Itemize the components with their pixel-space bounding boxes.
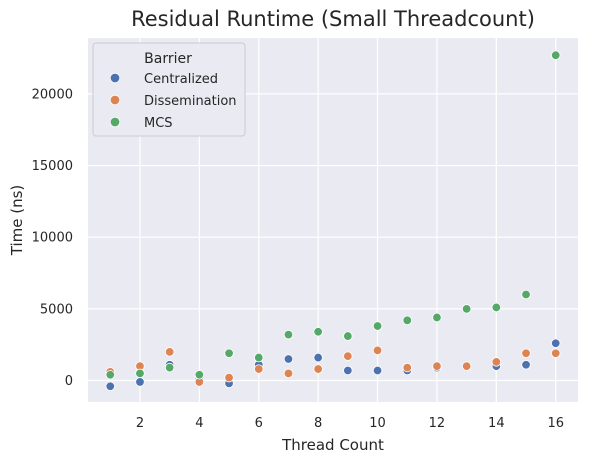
data-point [164,347,175,357]
x-tick-label: 16 [547,416,564,431]
data-point [313,364,323,374]
data-point [551,348,561,358]
data-point [135,368,145,379]
legend-marker [109,94,121,106]
data-point [551,50,561,60]
data-point [283,329,294,340]
data-point [402,362,412,373]
legend-title: Barrier [144,51,192,67]
x-tick-label: 4 [195,416,203,431]
legend-label: MCS [144,116,173,131]
data-point [521,289,531,300]
data-point [402,315,412,326]
data-point [135,377,145,387]
data-point [372,321,383,331]
data-point [491,357,502,367]
legend-label: Dissemination [144,94,237,109]
legend-label: Centralized [144,72,218,87]
y-tick-label: 20000 [32,87,73,102]
legend-marker [109,116,121,128]
data-point [194,370,205,380]
legend-marker [109,72,121,84]
legend-box [92,42,246,137]
data-point [461,361,472,371]
data-point [254,364,264,374]
x-tick-label: 14 [488,416,505,431]
data-point [343,331,353,341]
data-point [105,370,115,380]
data-point [432,361,442,371]
legend: Barrier Centralized Dissemination MCS [92,42,246,137]
data-point [224,348,234,358]
data-point [372,345,383,356]
data-point [313,327,323,337]
x-tick-label: 8 [314,416,322,431]
data-point [551,338,561,348]
data-point [491,302,502,313]
data-point [313,352,323,363]
chart-title: Residual Runtime (Small Threadcount) [131,7,535,31]
data-point [432,312,442,323]
x-tick-label: 2 [136,416,144,431]
y-tick-labels: 0 5000 10000 15000 20000 [32,87,73,389]
x-tick-label: 10 [369,416,386,431]
data-point [521,348,531,358]
series-dissemination [105,345,561,387]
legend-items: Centralized Dissemination MCS [109,72,237,131]
y-axis-label: Time (ns) [8,185,26,257]
data-point [521,360,531,370]
data-point [343,365,353,376]
data-points [105,50,561,391]
data-point [254,352,264,363]
series-mcs [105,50,561,380]
x-tick-label: 6 [255,416,263,431]
x-tick-label: 12 [429,416,446,431]
y-tick-label: 15000 [32,159,73,174]
data-point [224,372,234,383]
x-tick-labels: 2 4 6 8 10 12 14 16 [136,416,564,431]
data-point [283,354,294,364]
x-axis-label: Thread Count [281,436,384,454]
data-point [343,351,353,361]
y-tick-label: 0 [65,374,73,389]
data-point [372,365,383,376]
data-point [164,362,175,373]
y-tick-label: 10000 [32,231,73,246]
data-point [461,304,472,314]
data-point [283,368,294,379]
data-point [105,381,115,391]
y-tick-label: 5000 [40,302,73,317]
